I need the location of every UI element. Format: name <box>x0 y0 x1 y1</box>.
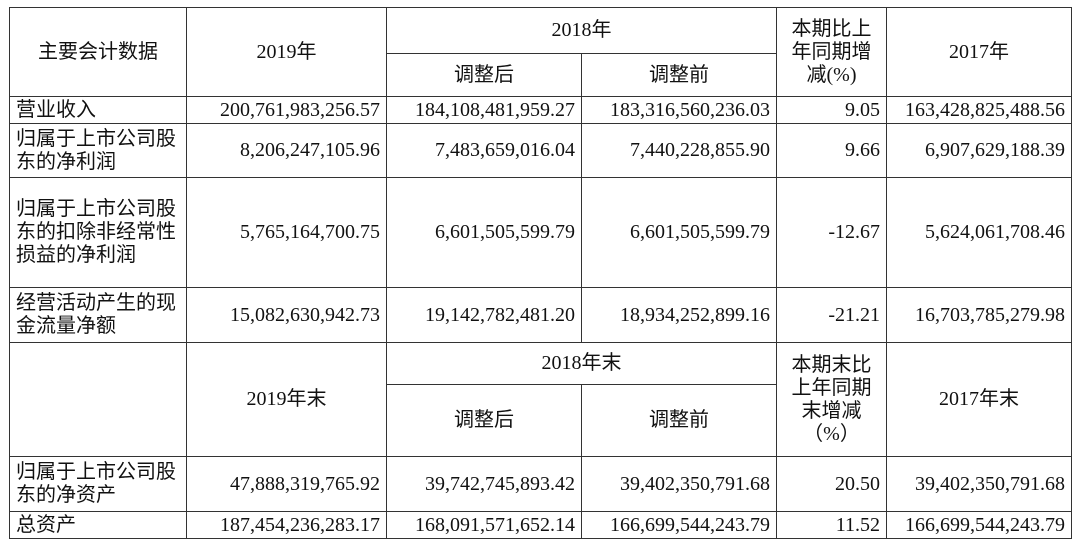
cell-2017: 5,624,061,708.46 <box>886 177 1072 288</box>
cell-2018-before: 183,316,560,236.03 <box>581 96 777 124</box>
row-label: 经营活动产生的现金流量净额 <box>9 287 187 343</box>
header-2017-end: 2017年末 <box>886 342 1072 457</box>
financial-data-table: 主要会计数据 2019年 2018年 本期比上年同期增减(%) 2017年 调整… <box>9 7 1072 539</box>
cell-2018-end-adjusted: 168,091,571,652.14 <box>386 511 582 539</box>
cell-2018-adjusted: 184,108,481,959.27 <box>386 96 582 124</box>
header-2018-before: 调整前 <box>581 53 777 97</box>
row-label: 总资产 <box>9 511 187 539</box>
cell-2018-adjusted: 7,483,659,016.04 <box>386 123 582 178</box>
header-2018-group: 2018年 <box>386 7 777 54</box>
cell-2018-end-before: 166,699,544,243.79 <box>581 511 777 539</box>
cell-2018-end-before: 39,402,350,791.68 <box>581 456 777 512</box>
cell-change: 20.50 <box>776 456 887 512</box>
cell-2017-end: 39,402,350,791.68 <box>886 456 1072 512</box>
table-row: 归属于上市公司股东的净利润 8,206,247,105.96 7,483,659… <box>9 123 1072 178</box>
cell-2018-adjusted: 19,142,782,481.20 <box>386 287 582 343</box>
cell-2018-before: 18,934,252,899.16 <box>581 287 777 343</box>
cell-2019: 200,761,983,256.57 <box>186 96 387 124</box>
header-main-data: 主要会计数据 <box>9 7 187 97</box>
cell-2018-before: 6,601,505,599.79 <box>581 177 777 288</box>
cell-change: 11.52 <box>776 511 887 539</box>
table-row: 营业收入 200,761,983,256.57 184,108,481,959.… <box>9 96 1072 124</box>
table-row: 归属于上市公司股东的净资产 47,888,319,765.92 39,742,7… <box>9 456 1072 512</box>
header-2017: 2017年 <box>886 7 1072 97</box>
cell-2019: 5,765,164,700.75 <box>186 177 387 288</box>
table-row: 总资产 187,454,236,283.17 168,091,571,652.1… <box>9 511 1072 539</box>
cell-2017: 163,428,825,488.56 <box>886 96 1072 124</box>
header-2018-end-group: 2018年末 <box>386 342 777 385</box>
header-2019-end: 2019年末 <box>186 342 387 457</box>
cell-change: 9.66 <box>776 123 887 178</box>
cell-change: 9.05 <box>776 96 887 124</box>
row-label: 营业收入 <box>9 96 187 124</box>
cell-2019-end: 187,454,236,283.17 <box>186 511 387 539</box>
cell-change: -12.67 <box>776 177 887 288</box>
table-row: 归属于上市公司股东的扣除非经常性损益的净利润 5,765,164,700.75 … <box>9 177 1072 288</box>
cell-2017: 6,907,629,188.39 <box>886 123 1072 178</box>
row-label: 归属于上市公司股东的净利润 <box>9 123 187 178</box>
cell-2019-end: 47,888,319,765.92 <box>186 456 387 512</box>
cell-2019: 8,206,247,105.96 <box>186 123 387 178</box>
header-2018-end-adjusted: 调整后 <box>386 384 582 457</box>
header-2018-adjusted: 调整后 <box>386 53 582 97</box>
header-change-pct: 本期比上年同期增减(%) <box>776 7 887 97</box>
header-end-change-pct: 本期末比上年同期末增减（%） <box>776 342 887 457</box>
header-blank <box>9 342 187 457</box>
cell-2018-before: 7,440,228,855.90 <box>581 123 777 178</box>
cell-2019: 15,082,630,942.73 <box>186 287 387 343</box>
cell-2018-adjusted: 6,601,505,599.79 <box>386 177 582 288</box>
cell-2017-end: 166,699,544,243.79 <box>886 511 1072 539</box>
header-2019: 2019年 <box>186 7 387 97</box>
row-label: 归属于上市公司股东的扣除非经常性损益的净利润 <box>9 177 187 288</box>
cell-2018-end-adjusted: 39,742,745,893.42 <box>386 456 582 512</box>
table-row: 经营活动产生的现金流量净额 15,082,630,942.73 19,142,7… <box>9 287 1072 343</box>
row-label: 归属于上市公司股东的净资产 <box>9 456 187 512</box>
header-2018-end-before: 调整前 <box>581 384 777 457</box>
cell-change: -21.21 <box>776 287 887 343</box>
cell-2017: 16,703,785,279.98 <box>886 287 1072 343</box>
